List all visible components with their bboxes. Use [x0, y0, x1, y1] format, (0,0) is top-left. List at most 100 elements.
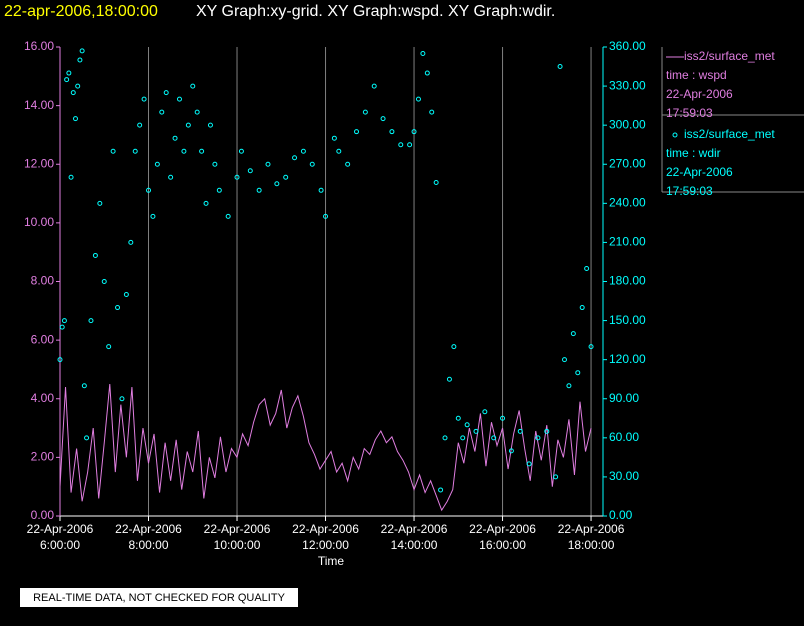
wdir-point — [429, 109, 435, 115]
wdir-point — [354, 129, 360, 135]
wdir-point — [132, 148, 138, 154]
x-tick-label-line: 22-Apr-2006 — [381, 522, 448, 536]
legend-date: 22-Apr-2006 — [666, 87, 733, 101]
note: REAL-TIME DATA, NOT CHECKED FOR QUALITY — [33, 592, 285, 604]
wdir-point — [535, 435, 541, 441]
y-tick-label: 2.00 — [31, 450, 55, 464]
x-tick-label-line: 8:00:00 — [128, 538, 168, 552]
y2-tick-label: 150.00 — [609, 313, 646, 327]
x-tick-label-line: 22-Apr-2006 — [204, 522, 271, 536]
wdir-point — [482, 409, 488, 415]
wdir-point — [77, 57, 83, 63]
wdir-point — [92, 252, 98, 258]
y-tick-label: 8.00 — [31, 274, 55, 288]
wdir-point — [146, 187, 152, 193]
y2-tick-label: 300.00 — [609, 117, 646, 131]
wdir-point — [433, 179, 439, 185]
y2-tick-label: 270.00 — [609, 156, 646, 170]
x-tick-label-line: 12:00:00 — [302, 538, 349, 552]
x-tick-label-line: 22-Apr-2006 — [469, 522, 536, 536]
legend-time: 17:59:03 — [666, 184, 713, 198]
wdir-point — [168, 174, 174, 180]
wdir-point — [584, 265, 590, 271]
wdir-point — [128, 239, 134, 245]
y2-tick-label: 30.00 — [609, 469, 639, 483]
wdir-point — [225, 213, 231, 219]
wdir-point — [318, 187, 324, 193]
wdir-point — [172, 135, 178, 141]
wdir-point — [557, 64, 563, 70]
legend-time: 17:59:03 — [666, 106, 713, 120]
wdir-point — [455, 415, 461, 421]
wdir-point — [123, 292, 129, 298]
wdir-point — [420, 51, 426, 57]
y-tick-label: 12.00 — [24, 156, 54, 170]
x-axis-label: Time — [318, 554, 345, 568]
x-tick-label: 22-Apr-2006 14:00:00 — [381, 522, 448, 552]
wdir-point — [323, 213, 329, 219]
wdir-point — [238, 148, 244, 154]
x-tick-label-line: 18:00:00 — [568, 538, 615, 552]
wdir-point — [398, 142, 404, 148]
y-tick-label: 0.00 — [31, 508, 55, 522]
wdir-point — [371, 83, 377, 89]
legend-label: time : wspd — [666, 68, 727, 82]
wdir-point — [283, 174, 289, 180]
x-tick-label-line: 14:00:00 — [391, 538, 438, 552]
wdir-point — [203, 200, 209, 206]
y2-tick-label: 90.00 — [609, 391, 639, 405]
wdir-point — [119, 396, 125, 402]
wdir-point — [247, 168, 253, 174]
y-tick-label: 6.00 — [31, 332, 55, 346]
wdir-point — [292, 155, 298, 161]
x-tick-label-line: 22-Apr-2006 — [115, 522, 182, 536]
wdir-point — [491, 435, 497, 441]
x-tick-label: 22-Apr-2006 8:00:00 — [115, 522, 182, 552]
wdir-point — [442, 435, 448, 441]
wdir-point — [544, 428, 550, 434]
wdir-point — [101, 279, 107, 284]
chart-title: XY Graph:xy-grid. XY Graph:wspd. XY Grap… — [196, 3, 555, 20]
wdir-point — [424, 70, 430, 76]
wdir-point — [75, 83, 81, 89]
wdir-point — [234, 174, 240, 180]
wdir-point — [553, 474, 559, 480]
wdir-point — [79, 48, 85, 54]
x-tick-label: 22-Apr-2006 6:00:00 — [27, 522, 94, 552]
wdir-point — [464, 422, 470, 428]
y2-tick-label: 120.00 — [609, 352, 646, 366]
y-tick-label: 4.00 — [31, 391, 55, 405]
y-tick-label: 10.00 — [24, 215, 54, 229]
y-tick-label: 16.00 — [24, 39, 54, 53]
wdir-point — [163, 90, 169, 96]
wdir-point — [362, 109, 368, 115]
wdir-point — [154, 161, 160, 167]
wdir-point — [451, 344, 457, 350]
wdir-point — [68, 174, 74, 180]
y2-tick-label: 60.00 — [609, 430, 639, 444]
wdir-point — [575, 370, 581, 376]
wdir-point — [150, 213, 156, 219]
wdir-point — [331, 135, 337, 141]
wdir-point — [438, 487, 444, 493]
wdir-point — [57, 357, 63, 363]
x-tick-label: 22-Apr-2006 10:00:00 — [204, 522, 271, 552]
wdir-point — [84, 435, 90, 441]
wdir-point — [579, 305, 585, 311]
wdir-point — [115, 305, 121, 311]
wdir-point — [81, 383, 87, 389]
y2-tick-label: 360.00 — [609, 39, 646, 53]
wdir-point — [207, 122, 213, 128]
wdir-point — [141, 96, 147, 102]
wdir-point — [309, 161, 315, 167]
y2-tick-label: 0.00 — [609, 508, 633, 522]
wdir-point — [508, 448, 514, 454]
wdir-point — [570, 331, 576, 337]
x-tick-label: 22-Apr-2006 16:00:00 — [469, 522, 536, 552]
wspd-line — [59, 384, 592, 512]
wdir-point — [566, 383, 572, 389]
wdir-point — [97, 200, 103, 206]
